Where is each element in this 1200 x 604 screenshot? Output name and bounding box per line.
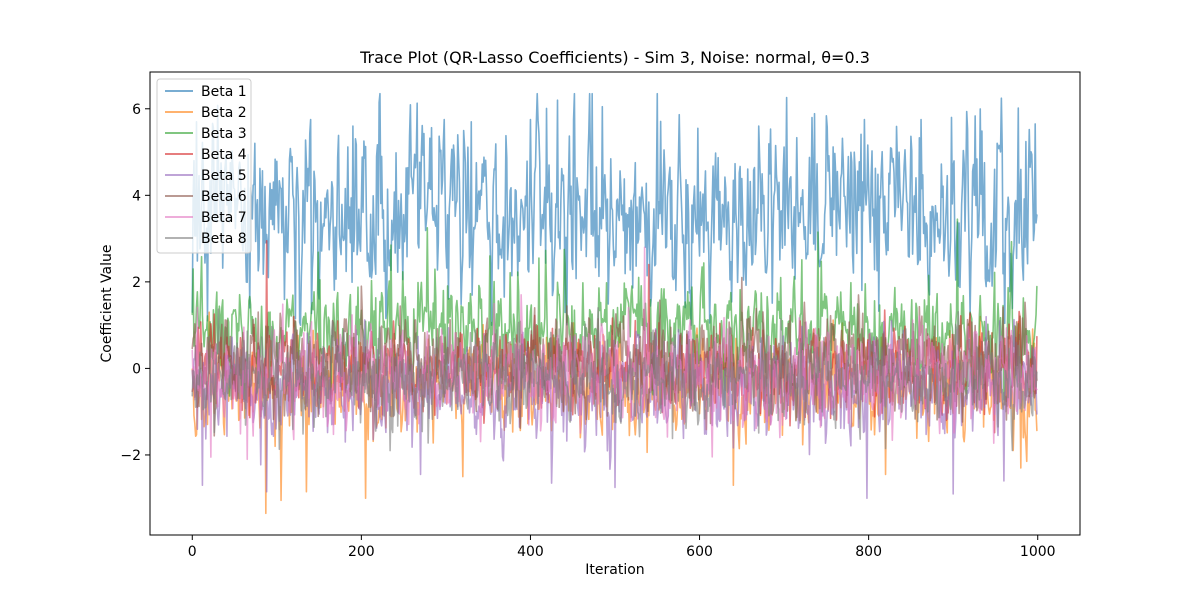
- y-tick-label: 4: [132, 188, 141, 204]
- x-tick-label: 0: [188, 544, 197, 560]
- legend-entry-label: Beta 1: [201, 84, 247, 100]
- legend-entry-label: Beta 2: [201, 105, 247, 121]
- legend-entry-label: Beta 6: [201, 189, 247, 205]
- legend: Beta 1 Beta 2 Beta 3 Beta 4 Beta 5 Beta 6 Beta…: [156, 78, 252, 254]
- series-layer: [191, 92, 1038, 515]
- y-axis-label: Coefficient Value: [99, 245, 115, 363]
- y-tick-label: 2: [132, 275, 141, 291]
- y-tick-label: −2: [120, 448, 141, 464]
- legend-entry-label: Beta 3: [201, 126, 247, 142]
- y-tick-label: 0: [132, 361, 141, 377]
- chart-title: Trace Plot (QR-Lasso Coefficients) - Sim…: [359, 48, 870, 67]
- y-tick-label: 6: [132, 102, 141, 118]
- y-axis-ticks: −2 0 2 4 6: [120, 102, 150, 464]
- legend-frame: [156, 78, 252, 254]
- legend-entry-label: Beta 4: [201, 147, 247, 163]
- x-tick-label: 400: [517, 544, 544, 560]
- legend-entry-label: Beta 8: [201, 231, 247, 247]
- legend-entry-label: Beta 7: [201, 210, 247, 226]
- x-tick-label: 1000: [1020, 544, 1056, 560]
- plot-frame: [149, 71, 1081, 536]
- series-line-beta-8: [191, 307, 1038, 452]
- legend-entry-label: Beta 5: [201, 168, 247, 184]
- x-tick-label: 600: [686, 544, 713, 560]
- x-axis-ticks: 0 200 400 600 800 1000: [188, 535, 1056, 560]
- series-line-beta-1: [191, 92, 1038, 326]
- x-tick-label: 800: [855, 544, 882, 560]
- x-axis-label: Iteration: [585, 562, 644, 578]
- x-tick-label: 200: [348, 544, 375, 560]
